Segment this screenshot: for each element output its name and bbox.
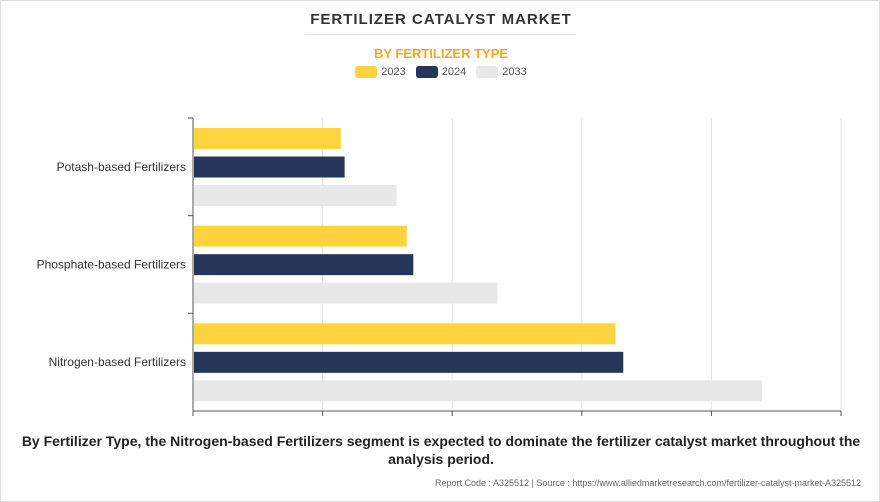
bar-2033	[194, 185, 397, 206]
title-divider	[306, 34, 576, 35]
legend-item-2024[interactable]: 2024	[415, 66, 467, 78]
chart-title: FERTILIZER CATALYST MARKET	[310, 11, 572, 28]
legend-label: 2024	[441, 66, 467, 78]
bar-2024	[194, 254, 414, 276]
category-label: Potash-based Fertilizers	[57, 160, 186, 174]
chart-caption: By Fertilizer Type, the Nitrogen-based F…	[21, 433, 861, 467]
legend-swatch	[415, 66, 438, 78]
category-label: Phosphate-based Fertilizers	[37, 258, 186, 272]
bar-2023	[194, 323, 616, 345]
legend-swatch	[476, 66, 499, 78]
legend-swatch	[355, 66, 378, 78]
category-label: Nitrogen-based Fertilizers	[49, 355, 186, 369]
bar-2033	[194, 282, 498, 304]
legend-label: 2023	[381, 66, 406, 78]
bar-2023	[194, 225, 407, 247]
bar-2033	[194, 380, 762, 402]
chart-subtitle: BY FERTILIZER TYPE	[373, 46, 509, 61]
legend: 2023 2024 2033	[1, 66, 879, 78]
legend-item-2023[interactable]: 2023	[355, 66, 406, 78]
legend-label: 2033	[502, 66, 527, 78]
bar-2024	[194, 156, 345, 178]
bar-2023	[194, 128, 341, 149]
report-footer: Report Code : A325512 | Source : https:/…	[434, 478, 861, 488]
bar-2024	[194, 351, 624, 373]
legend-item-2033[interactable]: 2033	[476, 66, 527, 78]
plot-area: Potash-based Fertilizers Phosphate-based …	[37, 117, 842, 416]
